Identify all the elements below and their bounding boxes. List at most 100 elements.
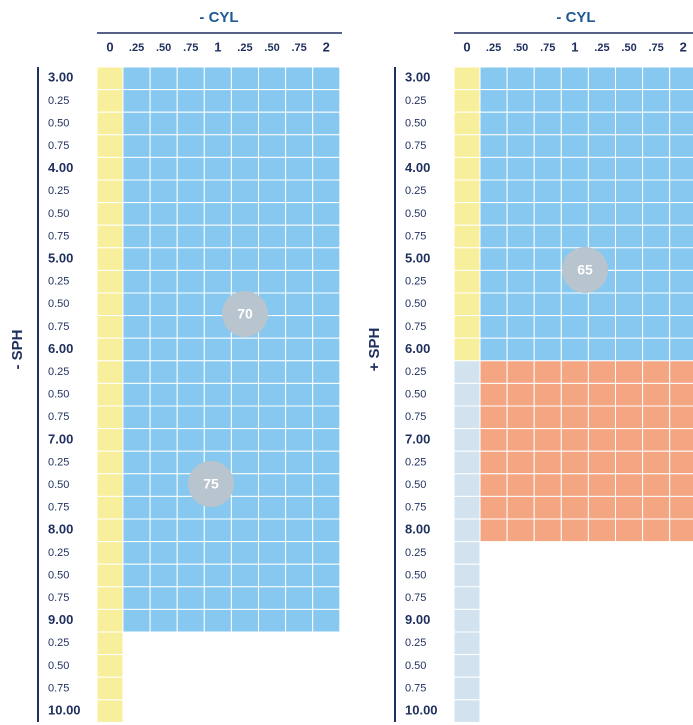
cell [122,315,151,339]
cell [453,89,481,113]
cell [587,156,617,181]
cell [560,495,589,520]
cell [176,428,205,452]
cell [230,202,259,226]
cell [149,541,178,565]
cell [285,382,314,407]
cell [642,360,671,384]
row-label: 0.75 [405,321,426,333]
cell [453,156,481,181]
cell [453,518,481,543]
badge [188,461,234,507]
cell [453,247,481,271]
column-label: .75 [292,42,307,54]
cell [453,315,481,339]
cell [615,202,644,226]
row-label: 0.50 [405,298,426,310]
cell [642,202,671,226]
cell [258,111,287,136]
cell [533,156,562,181]
row-label: 0.75 [48,321,69,333]
cell [122,541,151,565]
cell [176,269,205,294]
badge [222,291,268,337]
cell [96,382,124,407]
cell [533,179,562,204]
cell [669,382,693,407]
cell [453,382,481,407]
cell [615,224,644,249]
cell [587,224,617,249]
cell [587,292,617,317]
cell [258,382,287,407]
cell [203,111,232,136]
cell [230,495,259,520]
cell [669,111,693,136]
cell [453,66,481,91]
column-label: .25 [486,42,501,54]
cell [258,450,287,475]
cell [453,428,481,452]
row-label: 0.50 [405,208,426,220]
cell [587,518,617,543]
cell [149,202,178,226]
cell [642,405,671,430]
cell [285,428,314,452]
cell [453,654,481,678]
cell [533,337,562,362]
row-label: 0.25 [48,547,69,559]
cell [96,179,124,204]
cell [285,337,314,362]
cell [669,202,693,226]
cell [533,473,562,497]
cell [258,495,287,520]
cell [560,405,589,430]
cell [149,315,178,339]
cell [230,586,259,610]
cell [642,156,671,181]
cell [230,360,259,384]
column-label: .25 [594,42,609,54]
row-label: 0.50 [48,117,69,129]
cell [258,179,287,204]
cell [96,134,124,158]
cell [642,247,671,271]
row-label: 0.75 [48,411,69,423]
cell [258,518,287,543]
cell [479,428,508,452]
row-label: 5.00 [405,251,430,266]
cell [587,382,617,407]
cell [258,66,287,91]
cell [258,224,287,249]
cell [587,315,617,339]
badge-label: 70 [237,306,253,322]
cell [96,292,124,317]
cell [533,495,562,520]
cell [122,156,151,181]
cell [176,382,205,407]
cell [669,360,693,384]
cell [642,473,671,497]
cell [285,66,314,91]
cell [176,586,205,610]
cell [149,337,178,362]
cell [587,473,617,497]
cell [122,518,151,543]
cell [285,202,314,226]
cell [149,586,178,610]
cell [312,563,341,588]
cell [587,405,617,430]
cell [285,541,314,565]
cell [669,292,693,317]
cell [479,247,508,271]
cell [230,134,259,158]
cell [642,337,671,362]
column-label: .25 [237,42,252,54]
cell [122,247,151,271]
column-label: .75 [649,42,664,54]
cell [533,269,562,294]
cell [149,224,178,249]
cell [285,360,314,384]
row-label: 6.00 [48,341,73,356]
cell [96,360,124,384]
